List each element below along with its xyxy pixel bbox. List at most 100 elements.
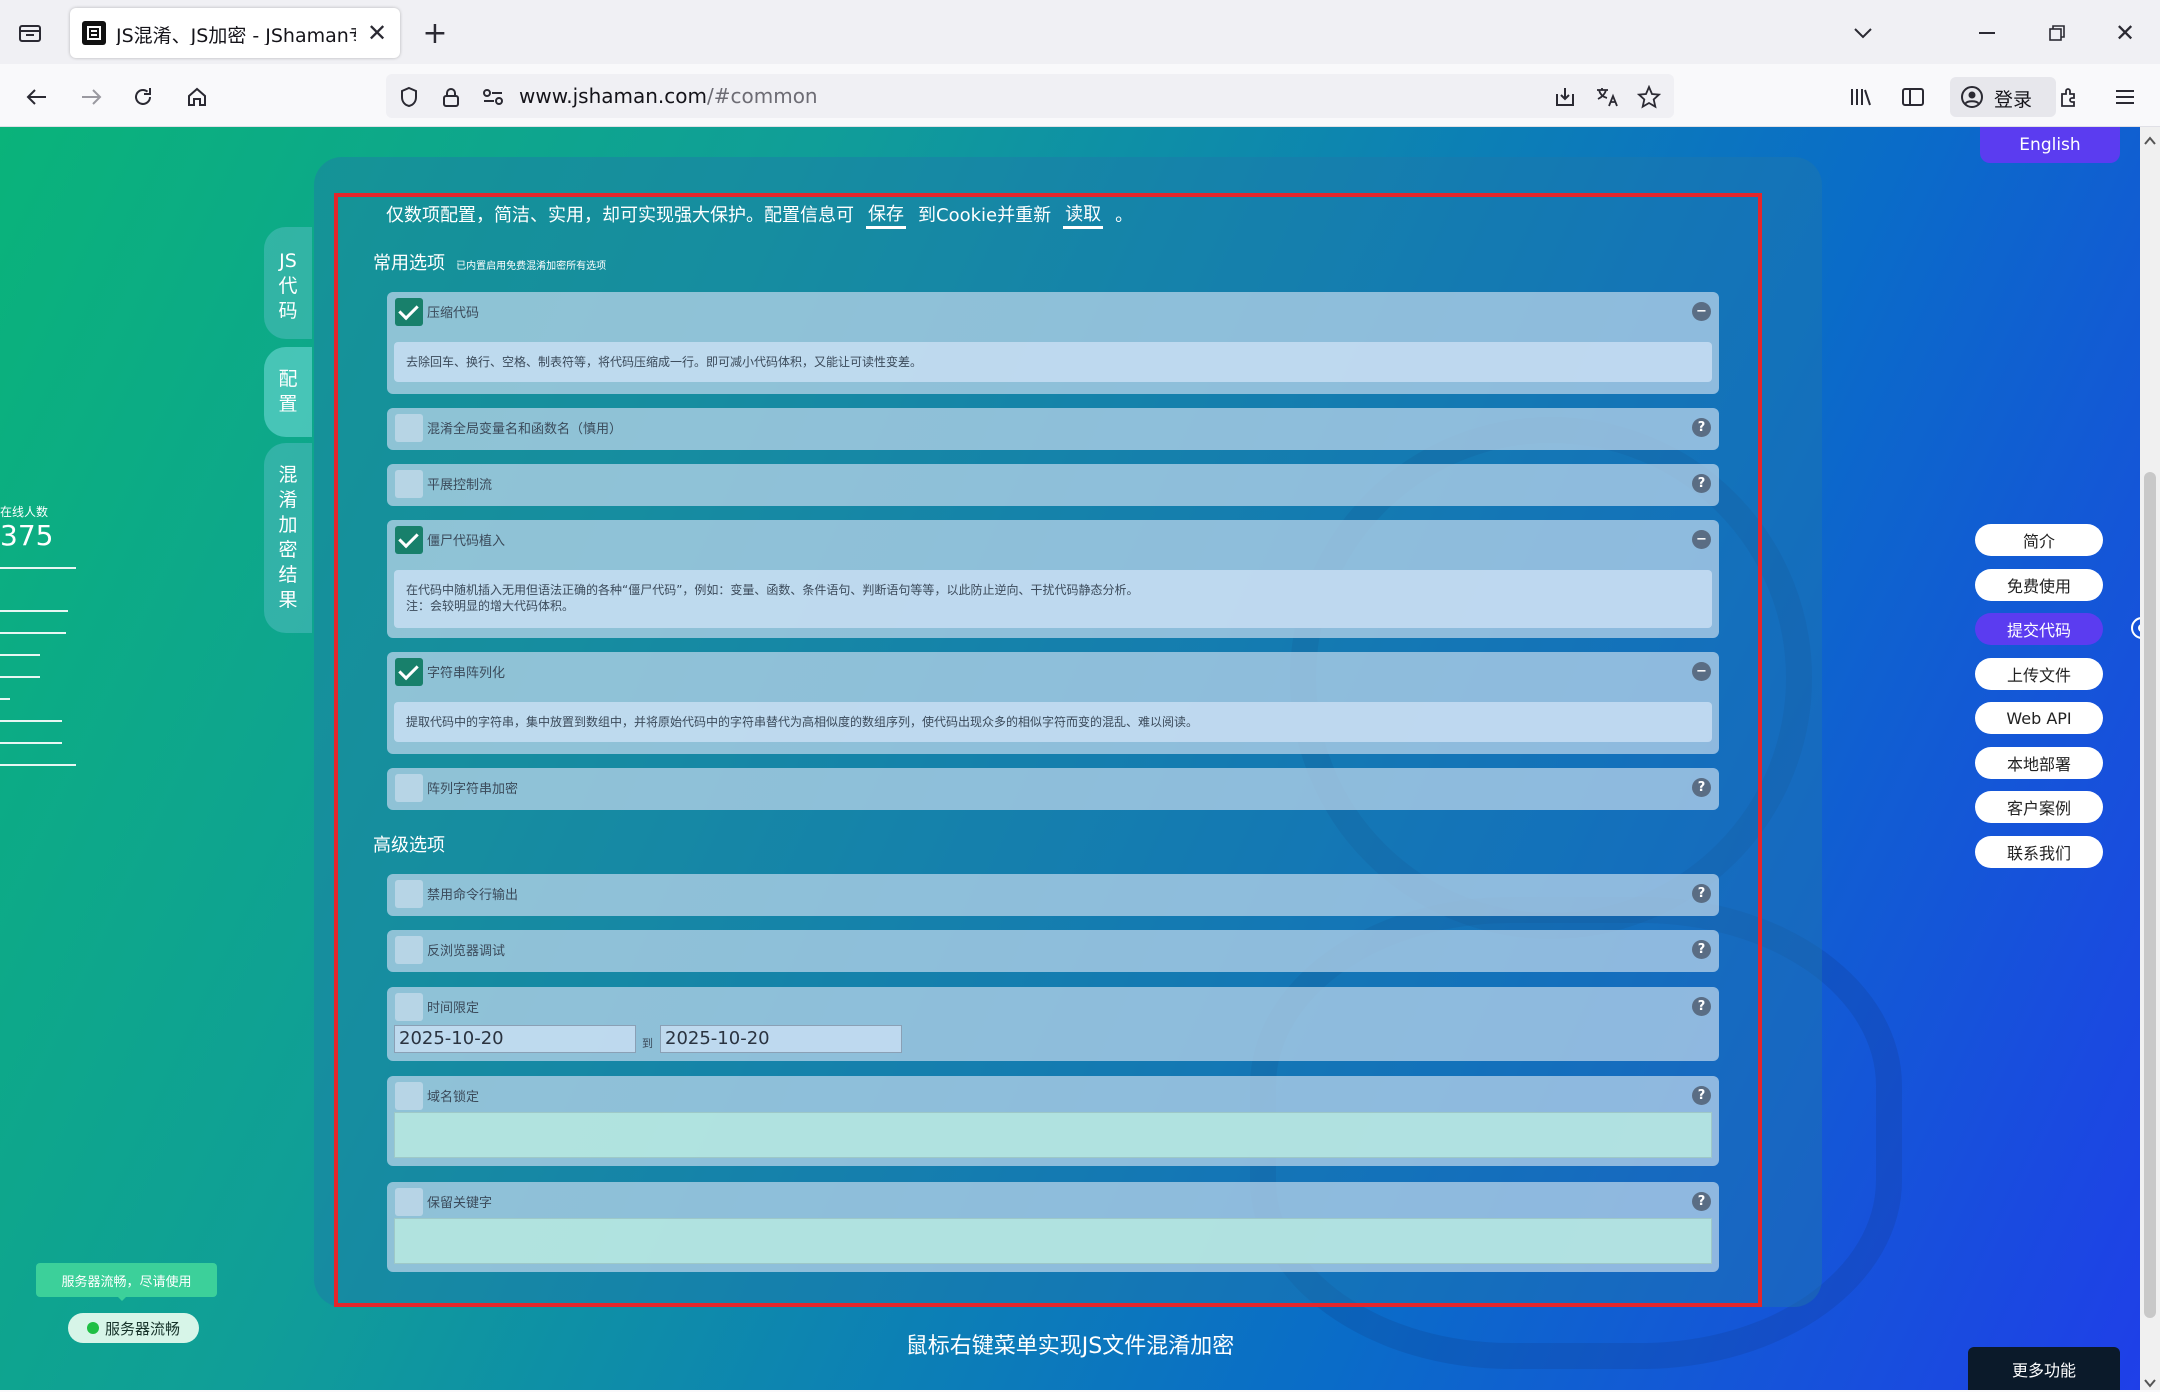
tracking-shield-icon[interactable] <box>392 80 426 114</box>
date-from-input[interactable]: 2025-10-20 <box>394 1025 636 1053</box>
footer-heading: 鼠标右键菜单实现JS文件混淆加密 <box>905 1334 1235 1359</box>
save-config-link[interactable]: 保存 <box>866 200 906 229</box>
help-icon[interactable]: ? <box>1692 997 1711 1016</box>
lock-icon[interactable] <box>434 80 468 114</box>
help-icon[interactable]: ? <box>1692 1086 1711 1105</box>
string-array-checkbox[interactable] <box>395 658 423 686</box>
extensions-icon[interactable] <box>2052 80 2086 114</box>
nav-submit-code[interactable]: 提交代码 <box>1975 613 2103 645</box>
permissions-icon[interactable] <box>476 80 510 114</box>
help-icon[interactable]: ? <box>1692 418 1711 437</box>
option-reserved-keywords: 保留关键字 ? <box>387 1182 1719 1272</box>
collapse-icon[interactable]: − <box>1692 530 1711 549</box>
page-scrollbar[interactable] <box>2140 127 2160 1390</box>
scroll-up-arrow-icon[interactable] <box>2144 131 2156 145</box>
disable-console-label: 禁用命令行输出 <box>427 888 519 903</box>
collapse-icon[interactable]: − <box>1692 662 1711 681</box>
string-array-label: 字符串阵列化 <box>427 666 506 681</box>
flatten-control-flow-checkbox[interactable] <box>395 470 423 498</box>
nav-upload-file[interactable]: 上传文件 <box>1975 658 2103 690</box>
option-zombie-code: 僵尸代码植入 − 在代码中随机插入无用但语法正确的各种“僵尸代码”，例如：变量、… <box>387 520 1719 638</box>
time-limit-checkbox[interactable] <box>395 993 423 1021</box>
tab-config[interactable]: 配置 <box>264 347 312 437</box>
list-tabs-chevron-icon[interactable] <box>1846 16 1880 50</box>
help-icon[interactable]: ? <box>1692 1192 1711 1211</box>
tab-close-icon[interactable]: ✕ <box>366 19 388 47</box>
nav-contact-us[interactable]: 联系我们 <box>1975 836 2103 868</box>
reserved-keywords-textarea[interactable] <box>394 1218 1712 1264</box>
zombie-code-description: 在代码中随机插入无用但语法正确的各种“僵尸代码”，例如：变量、函数、条件语句、判… <box>394 570 1712 628</box>
help-icon[interactable]: ? <box>1692 474 1711 493</box>
tab-js-code[interactable]: JS代码 <box>264 227 312 339</box>
url-host: www.jshaman.com <box>519 84 707 108</box>
server-tooltip: 服务器流畅，尽请使用 <box>36 1263 217 1297</box>
url-bar[interactable] <box>386 74 1674 118</box>
help-icon[interactable]: ? <box>1692 940 1711 959</box>
account-signin-button[interactable]: 登录 <box>1950 77 2056 117</box>
close-window-icon[interactable]: ✕ <box>2114 19 2136 47</box>
string-array-encryption-checkbox[interactable] <box>395 774 423 802</box>
help-icon[interactable]: ? <box>1692 778 1711 797</box>
nav-free-use[interactable]: 免费使用 <box>1975 569 2103 601</box>
reserved-keywords-label: 保留关键字 <box>427 1196 493 1211</box>
compress-checkbox[interactable] <box>395 298 423 326</box>
page-viewport: English 在线人数 375 JS代码 配置 混淆加密结果 仅数项配置，简洁… <box>0 127 2140 1390</box>
scroll-down-arrow-icon[interactable] <box>2144 1373 2156 1388</box>
mangle-globals-checkbox[interactable] <box>395 414 423 442</box>
collapse-icon[interactable]: − <box>1692 302 1711 321</box>
option-string-array: 字符串阵列化 − 提取代码中的字符串，集中放置到数组中，并将原始代码中的字符串替… <box>387 652 1719 754</box>
zombie-code-desc-line1: 在代码中随机插入无用但语法正确的各种“僵尸代码”，例如：变量、函数、条件语句、判… <box>406 583 1139 597</box>
more-functions-button[interactable]: 更多功能 <box>1968 1347 2120 1390</box>
online-label: 在线人数 <box>0 505 49 519</box>
anti-debug-label: 反浏览器调试 <box>427 944 506 959</box>
install-app-icon[interactable] <box>1548 80 1582 114</box>
string-array-description: 提取代码中的字符串，集中放置到数组中，并将原始代码中的字符串替代为高相似度的数组… <box>394 702 1712 742</box>
browser-tab-bar: JS混淆、JS加密 - JShaman专业 ✕ + ✕ <box>0 0 2160 64</box>
library-icon[interactable] <box>1844 80 1878 114</box>
bookmark-star-icon[interactable] <box>1632 80 1666 114</box>
option-disable-console: 禁用命令行输出 ? <box>387 874 1719 916</box>
url-text[interactable]: www.jshaman.com/#common <box>519 84 818 110</box>
tab-overview-icon[interactable] <box>14 18 46 48</box>
app-menu-icon[interactable] <box>2108 80 2142 114</box>
back-arrow-icon[interactable] <box>20 80 54 114</box>
nav-local-deploy[interactable]: 本地部署 <box>1975 747 2103 779</box>
flatten-control-flow-label: 平展控制流 <box>427 478 493 493</box>
compress-label: 压缩代码 <box>427 306 480 321</box>
reload-icon[interactable] <box>126 80 160 114</box>
nav-customer-cases[interactable]: 客户案例 <box>1975 791 2103 823</box>
restore-icon[interactable] <box>2040 16 2074 50</box>
zombie-code-checkbox[interactable] <box>395 526 423 554</box>
zombie-code-desc-line2: 注：会较明显的增大代码体积。 <box>406 599 575 613</box>
date-to-input[interactable]: 2025-10-20 <box>660 1025 902 1053</box>
date-separator: 到 <box>642 1037 653 1050</box>
section-dot-active[interactable] <box>2131 617 2140 639</box>
nav-intro[interactable]: 简介 <box>1975 524 2103 556</box>
domain-lock-textarea[interactable] <box>394 1112 1712 1158</box>
disable-console-checkbox[interactable] <box>395 880 423 908</box>
new-tab-icon[interactable]: + <box>422 15 448 51</box>
read-config-link[interactable]: 读取 <box>1063 200 1104 229</box>
tab-result[interactable]: 混淆加密结果 <box>264 443 312 633</box>
scrollbar-thumb[interactable] <box>2144 472 2156 1318</box>
server-status-badge[interactable]: 服务器流畅 <box>68 1313 199 1343</box>
domain-lock-checkbox[interactable] <box>395 1082 423 1110</box>
reserved-keywords-checkbox[interactable] <box>395 1188 423 1216</box>
forward-arrow-icon[interactable] <box>74 80 108 114</box>
anti-debug-checkbox[interactable] <box>395 936 423 964</box>
site-favicon-icon <box>82 21 106 45</box>
server-status-text: 服务器流畅 <box>104 1319 180 1338</box>
translate-icon[interactable] <box>1590 80 1624 114</box>
sidebar-toggle-icon[interactable] <box>1896 80 1930 114</box>
browser-tab-active[interactable]: JS混淆、JS加密 - JShaman专业 ✕ <box>70 8 400 58</box>
help-icon[interactable]: ? <box>1692 884 1711 903</box>
common-options-heading: 常用选项 <box>373 253 445 274</box>
intro-mid: 到Cookie并重新 <box>918 205 1052 226</box>
online-chart-bar <box>0 742 62 744</box>
home-icon[interactable] <box>180 80 214 114</box>
common-options-note: 已内置启用免费混淆加密所有选项 <box>456 261 607 272</box>
english-button[interactable]: English <box>1980 127 2120 163</box>
minimize-icon[interactable] <box>1970 16 2004 50</box>
intro-text: 仅数项配置，简洁、实用，却可实现强大保护。配置信息可 <box>386 205 854 226</box>
nav-web-api[interactable]: Web API <box>1975 702 2103 734</box>
